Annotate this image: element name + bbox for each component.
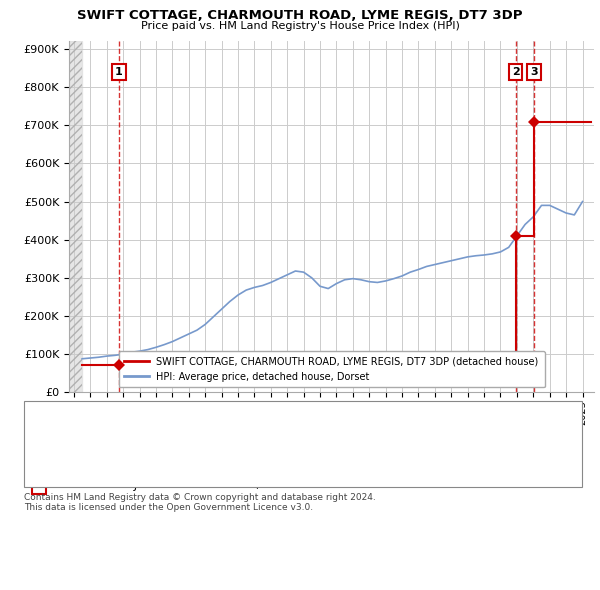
Text: 27-SEP-1996: 27-SEP-1996 xyxy=(114,409,189,422)
Text: 03-DEC-2020: 03-DEC-2020 xyxy=(114,445,192,458)
Text: 2: 2 xyxy=(512,67,520,77)
Text: 3: 3 xyxy=(530,67,538,77)
Text: £71,000: £71,000 xyxy=(233,409,282,422)
Text: 2: 2 xyxy=(35,445,43,458)
Legend: SWIFT COTTAGE, CHARMOUTH ROAD, LYME REGIS, DT7 3DP (detached house), HPI: Averag: SWIFT COTTAGE, CHARMOUTH ROAD, LYME REGI… xyxy=(119,351,545,388)
Text: SWIFT COTTAGE, CHARMOUTH ROAD, LYME REGIS, DT7 3DP: SWIFT COTTAGE, CHARMOUTH ROAD, LYME REGI… xyxy=(77,9,523,22)
Text: 44% ↑ HPI: 44% ↑ HPI xyxy=(388,478,450,491)
Text: 28% ↓ HPI: 28% ↓ HPI xyxy=(388,409,450,422)
Text: 1: 1 xyxy=(35,409,43,422)
Text: Price paid vs. HM Land Registry's House Price Index (HPI): Price paid vs. HM Land Registry's House … xyxy=(140,21,460,31)
Text: Contains HM Land Registry data © Crown copyright and database right 2024.
This d: Contains HM Land Registry data © Crown c… xyxy=(24,493,376,512)
Bar xyxy=(69,41,82,392)
Text: £709,500: £709,500 xyxy=(226,478,282,491)
Text: 9% ↓ HPI: 9% ↓ HPI xyxy=(395,445,450,458)
Text: 1: 1 xyxy=(115,67,123,77)
Bar xyxy=(69,41,82,392)
Text: 07-JAN-2022: 07-JAN-2022 xyxy=(114,478,188,491)
Text: 3: 3 xyxy=(35,478,43,491)
Text: £410,000: £410,000 xyxy=(226,445,282,458)
